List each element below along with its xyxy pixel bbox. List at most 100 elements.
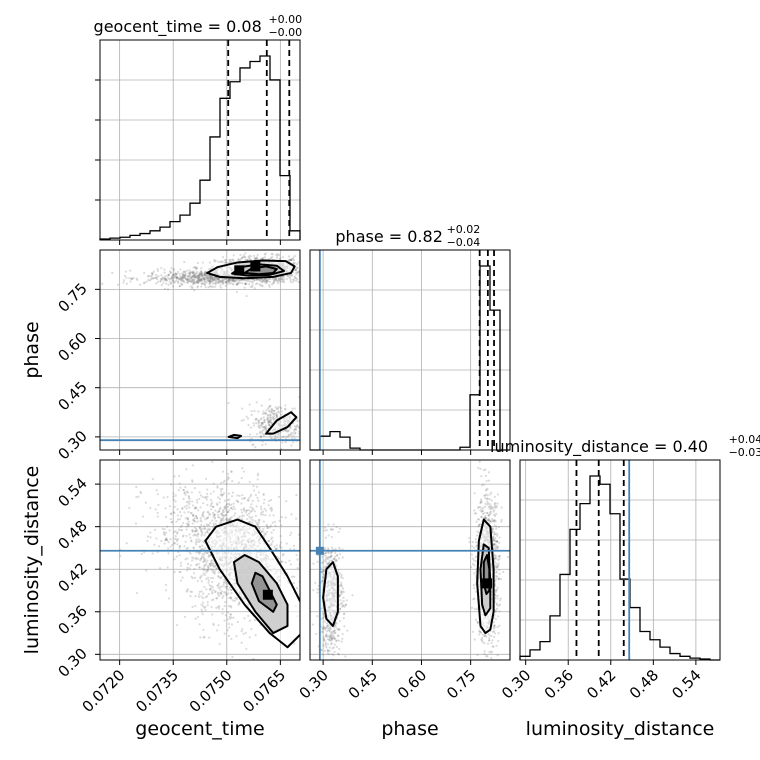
sample-point: [162, 282, 165, 285]
sample-point: [189, 552, 192, 555]
sample-point: [192, 534, 195, 537]
sample-point: [254, 514, 257, 517]
sample-point: [248, 283, 251, 286]
sample-point: [241, 494, 244, 497]
sample-point: [254, 493, 258, 497]
sample-point: [488, 651, 491, 654]
sample-point: [200, 555, 204, 558]
sample-point: [150, 277, 153, 280]
sample-point: [483, 634, 486, 638]
sample-point: [193, 486, 197, 490]
sample-point: [215, 502, 219, 505]
sample-point: [266, 526, 269, 529]
sample-point: [164, 507, 167, 510]
sample-point: [270, 543, 273, 547]
sample-point: [300, 424, 302, 426]
sample-point: [161, 527, 164, 530]
sample-point: [125, 542, 128, 545]
sample-point: [205, 552, 209, 555]
sample-point: [165, 279, 168, 282]
sample-point: [211, 519, 214, 522]
sample-point: [286, 274, 289, 278]
sample-point: [222, 492, 226, 495]
sample-point: [252, 424, 256, 427]
sample-point: [213, 260, 216, 263]
sample-point: [201, 274, 204, 277]
sample-point: [190, 276, 193, 280]
sample-point: [234, 279, 237, 282]
sample-point: [289, 547, 292, 551]
sample-point: [191, 275, 194, 278]
sample-point: [255, 433, 259, 436]
sample-point: [297, 426, 300, 429]
sample-point: [212, 623, 215, 627]
sample-point: [264, 412, 268, 415]
sample-point: [204, 273, 207, 277]
sample-point: [480, 475, 483, 478]
sample-point: [142, 281, 146, 285]
sample-point: [182, 497, 185, 500]
sample-point: [217, 281, 220, 284]
sample-point: [178, 482, 181, 485]
sample-point: [210, 278, 213, 282]
sample-point: [295, 266, 298, 269]
sample-point: [495, 539, 499, 543]
sample-point: [189, 280, 192, 284]
sample-point: [306, 425, 308, 427]
sample-point: [226, 618, 229, 621]
sample-point: [493, 624, 496, 627]
sample-point: [200, 277, 203, 280]
sample-point: [293, 261, 296, 265]
sample-point: [496, 594, 499, 597]
sample-point: [229, 605, 232, 608]
sample-point: [202, 515, 205, 518]
sample-point: [275, 256, 279, 259]
sample-point: [206, 276, 209, 279]
sample-point: [498, 555, 501, 558]
sample-point: [147, 275, 150, 278]
sample-point: [183, 492, 186, 495]
sample-point: [205, 281, 208, 284]
sample-point: [257, 499, 260, 502]
sample-point: [230, 470, 233, 473]
sample-point: [192, 281, 196, 284]
sample-point: [176, 276, 179, 279]
sample-point: [212, 285, 215, 289]
sample-point: [269, 436, 272, 439]
sample-point: [196, 279, 199, 282]
sample-point: [227, 477, 230, 480]
sample-point: [484, 493, 488, 496]
sample-point: [177, 528, 180, 531]
sample-point: [261, 443, 264, 447]
sample-point: [480, 507, 483, 510]
sample-point: [227, 622, 231, 626]
sample-point: [300, 422, 302, 424]
sample-point: [273, 520, 277, 524]
sample-point: [207, 566, 210, 570]
sample-point: [192, 547, 196, 550]
sample-point: [206, 595, 209, 598]
sample-point: [173, 280, 176, 283]
sample-point: [206, 275, 209, 279]
sample-point: [193, 533, 196, 536]
sample-point: [176, 532, 179, 535]
sample-point: [290, 432, 293, 435]
sample-point: [211, 577, 215, 580]
sample-point: [478, 523, 482, 526]
sample-point: [186, 566, 189, 569]
sample-point: [237, 258, 240, 262]
sample-point: [194, 530, 197, 533]
sample-point: [262, 432, 265, 436]
sample-point: [211, 282, 215, 285]
sample-point: [256, 496, 259, 499]
sample-point: [230, 592, 233, 595]
sample-point: [273, 278, 276, 281]
sample-point: [195, 275, 198, 278]
sample-point: [489, 519, 492, 522]
sample-point: [221, 612, 224, 615]
sample-point: [204, 477, 208, 480]
sample-point: [182, 534, 185, 537]
sample-point: [198, 272, 201, 276]
sample-point: [166, 276, 170, 279]
sample-point: [306, 423, 308, 425]
